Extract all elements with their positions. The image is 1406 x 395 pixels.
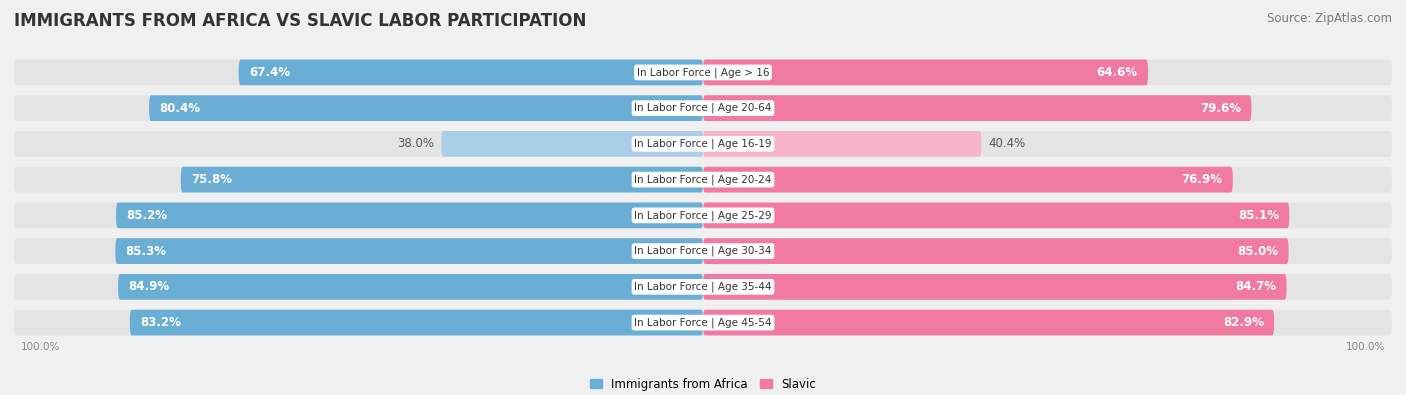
Text: 82.9%: 82.9% <box>1223 316 1264 329</box>
FancyBboxPatch shape <box>14 238 1392 264</box>
FancyBboxPatch shape <box>115 238 703 264</box>
FancyBboxPatch shape <box>149 95 703 121</box>
Text: In Labor Force | Age 25-29: In Labor Force | Age 25-29 <box>634 210 772 221</box>
Text: 100.0%: 100.0% <box>1346 342 1385 352</box>
Text: 85.2%: 85.2% <box>127 209 167 222</box>
FancyBboxPatch shape <box>703 238 1289 264</box>
FancyBboxPatch shape <box>129 310 703 335</box>
Text: 83.2%: 83.2% <box>141 316 181 329</box>
Text: In Labor Force | Age 35-44: In Labor Force | Age 35-44 <box>634 282 772 292</box>
FancyBboxPatch shape <box>14 274 1392 300</box>
FancyBboxPatch shape <box>14 310 1392 335</box>
Text: Source: ZipAtlas.com: Source: ZipAtlas.com <box>1267 12 1392 25</box>
Text: 40.4%: 40.4% <box>988 137 1025 150</box>
Text: 38.0%: 38.0% <box>398 137 434 150</box>
Text: 84.9%: 84.9% <box>128 280 170 293</box>
Text: 85.1%: 85.1% <box>1237 209 1279 222</box>
Text: In Labor Force | Age 20-64: In Labor Force | Age 20-64 <box>634 103 772 113</box>
Text: In Labor Force | Age 45-54: In Labor Force | Age 45-54 <box>634 317 772 328</box>
Text: 76.9%: 76.9% <box>1181 173 1222 186</box>
FancyBboxPatch shape <box>703 274 1286 300</box>
FancyBboxPatch shape <box>181 167 703 192</box>
FancyBboxPatch shape <box>14 203 1392 228</box>
FancyBboxPatch shape <box>703 203 1289 228</box>
Text: 64.6%: 64.6% <box>1097 66 1137 79</box>
Text: 100.0%: 100.0% <box>21 342 60 352</box>
Text: 67.4%: 67.4% <box>249 66 290 79</box>
FancyBboxPatch shape <box>14 167 1392 192</box>
FancyBboxPatch shape <box>118 274 703 300</box>
Text: 84.7%: 84.7% <box>1236 280 1277 293</box>
Text: 85.3%: 85.3% <box>125 245 167 258</box>
FancyBboxPatch shape <box>14 131 1392 157</box>
Text: In Labor Force | Age 30-34: In Labor Force | Age 30-34 <box>634 246 772 256</box>
Text: In Labor Force | Age 20-24: In Labor Force | Age 20-24 <box>634 174 772 185</box>
Text: 80.4%: 80.4% <box>159 102 201 115</box>
Text: 79.6%: 79.6% <box>1201 102 1241 115</box>
FancyBboxPatch shape <box>239 60 703 85</box>
FancyBboxPatch shape <box>703 310 1274 335</box>
Text: In Labor Force | Age 16-19: In Labor Force | Age 16-19 <box>634 139 772 149</box>
Text: IMMIGRANTS FROM AFRICA VS SLAVIC LABOR PARTICIPATION: IMMIGRANTS FROM AFRICA VS SLAVIC LABOR P… <box>14 12 586 30</box>
FancyBboxPatch shape <box>441 131 703 157</box>
Text: 85.0%: 85.0% <box>1237 245 1278 258</box>
FancyBboxPatch shape <box>703 95 1251 121</box>
FancyBboxPatch shape <box>703 60 1149 85</box>
Text: 75.8%: 75.8% <box>191 173 232 186</box>
Legend: Immigrants from Africa, Slavic: Immigrants from Africa, Slavic <box>585 373 821 395</box>
FancyBboxPatch shape <box>14 95 1392 121</box>
FancyBboxPatch shape <box>117 203 703 228</box>
FancyBboxPatch shape <box>14 60 1392 85</box>
Text: In Labor Force | Age > 16: In Labor Force | Age > 16 <box>637 67 769 78</box>
FancyBboxPatch shape <box>703 167 1233 192</box>
FancyBboxPatch shape <box>703 131 981 157</box>
